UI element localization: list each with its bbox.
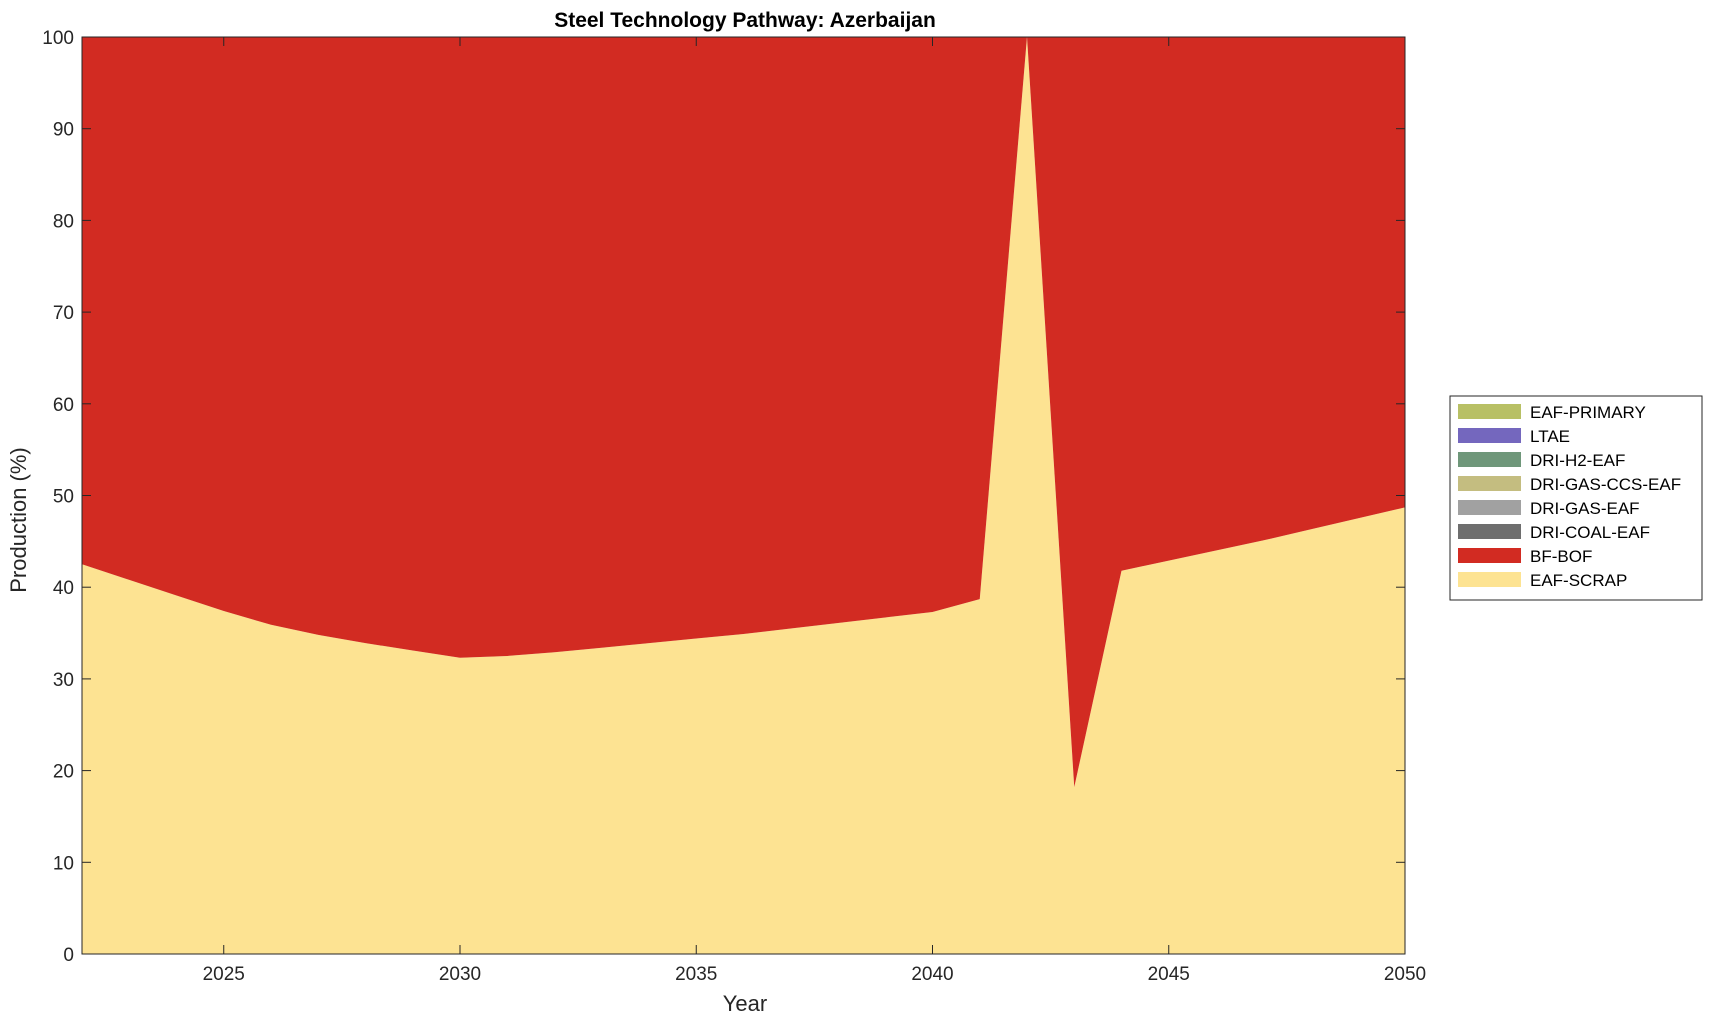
y-tick-label: 10 [53,853,74,874]
x-axis-title: Year [723,991,767,1016]
legend-label-dri-gas-ccs-eaf: DRI-GAS-CCS-EAF [1530,475,1681,494]
y-tick-label: 30 [53,670,74,691]
y-tick-label: 100 [42,28,74,49]
legend-swatch-dri-gas-eaf [1458,500,1521,515]
legend: EAF-PRIMARY LTAE DRI-H2-EAF DRI-GAS-CCS-EAF… [1449,395,1703,601]
x-tick-label: 2045 [1148,964,1190,985]
legend-swatch-eaf-scrap [1458,572,1521,587]
y-tick-label: 20 [53,762,74,783]
area-eaf-scrap [82,37,1405,954]
y-tick-label: 90 [53,120,74,141]
legend-swatch-dri-h2-eaf [1458,452,1521,467]
y-tick-label: 0 [63,945,74,966]
legend-label-dri-gas-eaf: DRI-GAS-EAF [1530,499,1640,518]
legend-label-bf-bof: BF-BOF [1530,547,1592,566]
legend-swatch-ltae [1458,428,1521,443]
y-tick-label: 40 [53,578,74,599]
legend-swatch-dri-gas-ccs-eaf [1458,476,1521,491]
legend-label-ltae: LTAE [1530,427,1570,446]
y-axis-title: Production (%) [6,447,31,593]
y-tick-label: 80 [53,211,74,232]
legend-swatch-bf-bof [1458,548,1521,563]
x-tick-label: 2035 [675,964,717,985]
legend-swatch-eaf-primary [1458,404,1521,419]
x-tick-label: 2040 [911,964,953,985]
x-tick-label: 2030 [439,964,481,985]
x-tick-label: 2025 [203,964,245,985]
chart-title: Steel Technology Pathway: Azerbaijan [554,9,936,32]
legend-swatch-dri-coal-eaf [1458,524,1521,539]
y-tick-label: 50 [53,487,74,508]
y-tick-label: 60 [53,395,74,416]
legend-label-eaf-primary: EAF-PRIMARY [1530,403,1646,422]
legend-label-eaf-scrap: EAF-SCRAP [1530,571,1627,590]
x-tick-label: 2050 [1384,964,1426,985]
stacked-areas [82,37,1405,954]
area-bf-bof [82,37,1405,788]
legend-label-dri-h2-eaf: DRI-H2-EAF [1530,451,1625,470]
legend-label-dri-coal-eaf: DRI-COAL-EAF [1530,523,1650,542]
legend-box [1449,395,1703,601]
y-tick-label: 70 [53,303,74,324]
